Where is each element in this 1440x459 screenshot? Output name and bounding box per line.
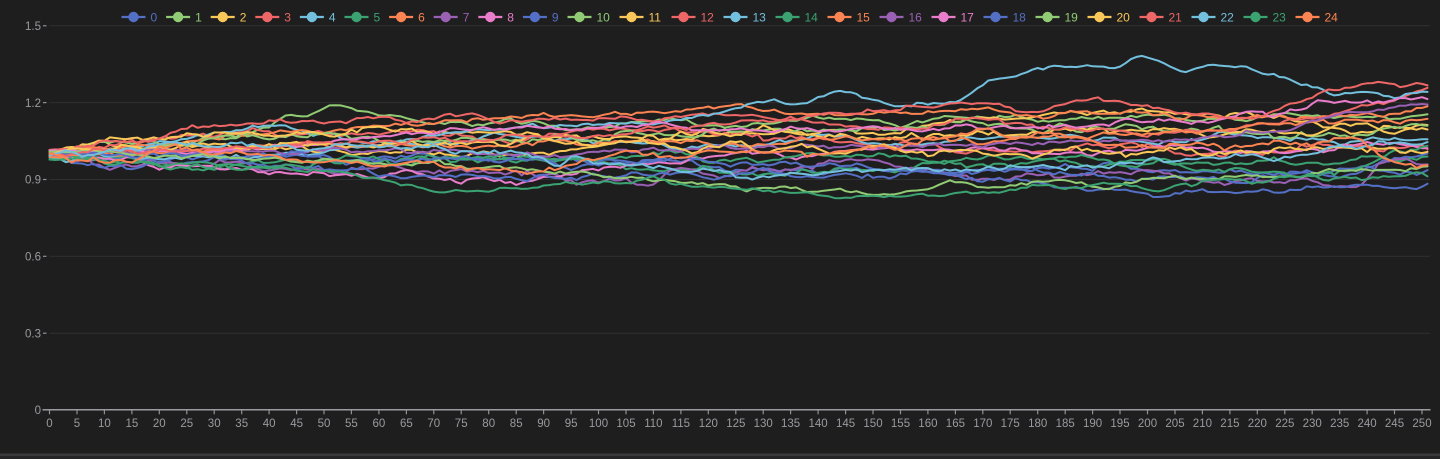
svg-text:175: 175 [1001, 418, 1020, 430]
svg-text:3: 3 [284, 10, 291, 24]
svg-text:40: 40 [263, 418, 276, 430]
svg-text:14: 14 [805, 10, 819, 24]
svg-text:120: 120 [699, 418, 718, 430]
svg-text:115: 115 [672, 418, 690, 430]
svg-text:65: 65 [400, 418, 413, 430]
svg-text:0.9: 0.9 [25, 175, 41, 187]
svg-text:170: 170 [973, 418, 992, 430]
svg-text:23: 23 [1273, 10, 1287, 24]
svg-text:245: 245 [1385, 418, 1404, 430]
svg-text:75: 75 [455, 418, 468, 430]
svg-text:85: 85 [510, 418, 523, 430]
svg-text:90: 90 [537, 418, 550, 430]
svg-text:4: 4 [329, 10, 336, 24]
svg-text:5: 5 [374, 10, 381, 24]
svg-text:140: 140 [809, 418, 828, 430]
svg-text:125: 125 [726, 418, 745, 430]
svg-text:24: 24 [1325, 10, 1339, 24]
svg-text:210: 210 [1193, 418, 1212, 430]
svg-text:200: 200 [1138, 418, 1157, 430]
svg-text:15: 15 [126, 418, 139, 430]
svg-text:16: 16 [909, 10, 923, 24]
svg-text:95: 95 [565, 418, 578, 430]
svg-text:240: 240 [1358, 418, 1377, 430]
svg-text:10: 10 [98, 418, 111, 430]
svg-text:6: 6 [418, 10, 425, 24]
svg-text:17: 17 [961, 10, 975, 24]
svg-text:7: 7 [463, 10, 470, 24]
svg-text:195: 195 [1110, 418, 1129, 430]
svg-text:165: 165 [946, 418, 965, 430]
svg-text:5: 5 [74, 418, 80, 430]
svg-text:160: 160 [918, 418, 937, 430]
svg-text:235: 235 [1330, 418, 1349, 430]
svg-text:80: 80 [482, 418, 495, 430]
svg-text:2: 2 [240, 10, 247, 24]
svg-text:220: 220 [1248, 418, 1267, 430]
svg-text:0.6: 0.6 [25, 252, 41, 264]
svg-text:250: 250 [1412, 418, 1431, 430]
svg-text:50: 50 [318, 418, 331, 430]
svg-text:70: 70 [427, 418, 440, 430]
svg-text:0: 0 [46, 418, 52, 430]
svg-text:55: 55 [345, 418, 358, 430]
svg-text:215: 215 [1220, 418, 1239, 430]
svg-text:9: 9 [552, 10, 559, 24]
svg-text:100: 100 [589, 418, 608, 430]
svg-text:180: 180 [1028, 418, 1047, 430]
svg-text:11: 11 [649, 10, 662, 24]
svg-text:155: 155 [891, 418, 910, 430]
svg-text:1.5: 1.5 [25, 21, 41, 33]
svg-text:22: 22 [1221, 10, 1235, 24]
svg-text:20: 20 [1117, 10, 1131, 24]
svg-text:45: 45 [290, 418, 303, 430]
svg-text:205: 205 [1165, 418, 1184, 430]
svg-text:145: 145 [836, 418, 855, 430]
svg-text:0: 0 [35, 405, 41, 417]
svg-text:0: 0 [151, 10, 158, 24]
svg-text:19: 19 [1065, 10, 1079, 24]
svg-text:150: 150 [863, 418, 882, 430]
svg-text:8: 8 [507, 10, 514, 24]
svg-text:1.2: 1.2 [25, 98, 41, 110]
svg-text:0.3: 0.3 [25, 328, 41, 340]
svg-text:30: 30 [208, 418, 221, 430]
svg-text:225: 225 [1275, 418, 1294, 430]
svg-text:25: 25 [180, 418, 193, 430]
svg-text:185: 185 [1056, 418, 1075, 430]
svg-text:21: 21 [1169, 10, 1183, 24]
svg-text:15: 15 [857, 10, 871, 24]
svg-text:130: 130 [754, 418, 773, 430]
svg-text:10: 10 [597, 10, 611, 24]
svg-text:110: 110 [644, 418, 662, 430]
svg-text:190: 190 [1083, 418, 1102, 430]
svg-text:60: 60 [373, 418, 386, 430]
svg-text:18: 18 [1013, 10, 1027, 24]
svg-text:230: 230 [1303, 418, 1322, 430]
svg-text:35: 35 [235, 418, 248, 430]
svg-text:20: 20 [153, 418, 166, 430]
svg-text:13: 13 [753, 10, 767, 24]
svg-text:135: 135 [781, 418, 800, 430]
svg-text:12: 12 [701, 10, 715, 24]
svg-text:1: 1 [195, 10, 202, 24]
svg-text:105: 105 [616, 418, 635, 430]
